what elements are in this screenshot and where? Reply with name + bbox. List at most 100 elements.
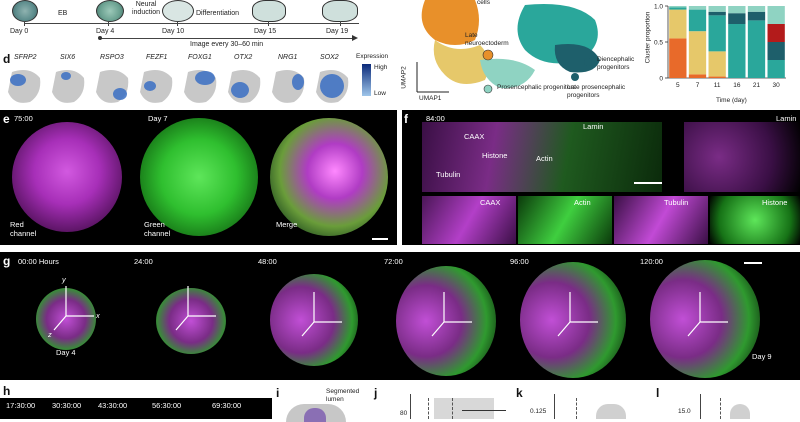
panel-j: 80 [388, 390, 508, 419]
organoid-icon-day0 [12, 0, 38, 22]
gene-label: FOXG1 [188, 54, 212, 61]
chart-bar-segment [708, 15, 726, 52]
gene-label: SOX2 [320, 54, 339, 61]
panel-i-label: i [276, 386, 280, 400]
panel-e: e 75:00 Day 7 Red channel Green channel … [0, 110, 397, 245]
time-label: 72:00 [384, 257, 403, 266]
panel-l-tick: 15.0 [678, 408, 691, 415]
umap-cluster-label: Diencephalic progenitors [597, 56, 635, 71]
timeline-tick [24, 21, 25, 26]
umap-ylabel: UMAP2 [400, 66, 408, 89]
umap-marker-prosencephalic [483, 84, 493, 94]
chart-bar-segment [767, 6, 785, 24]
chart-ylabel: Cluster proportion [644, 11, 652, 64]
step-label: Neural induction [131, 1, 161, 16]
gene-label: OTX2 [234, 54, 253, 61]
panel-f-main-image [422, 122, 662, 192]
panel-h-time: 69:30:00 [212, 401, 242, 410]
gene-label: NRG1 [278, 54, 298, 61]
day-start-label: Day 4 [56, 348, 76, 357]
caption-merge: Merge [276, 220, 298, 229]
panel-k-dashed-line [576, 398, 577, 419]
umap-cluster-orange [421, 0, 479, 45]
imaging-range-bar [100, 38, 356, 39]
panel-k-axis [554, 394, 555, 419]
axis-glyphs [53, 286, 728, 337]
stacked-bar-chart: 0 0.5 1.0 5 7 11 16 21 30 [654, 4, 786, 89]
mini-umap-sfrp2 [8, 70, 41, 103]
lamin-inset-label: Lamin [776, 114, 797, 123]
panel-g: g 00:00 Hours 24:00 48:00 72:00 96:00 12… [0, 252, 800, 380]
chart-x-tick-label: 11 [714, 82, 721, 89]
chart-x-tick-label: 21 [753, 82, 761, 89]
timeline-tick [108, 21, 109, 26]
chart-bar-segment [747, 11, 766, 21]
chart-xlabel: Time (day) [716, 97, 747, 104]
organoid-icon-day4 [96, 0, 124, 22]
umap-cluster-yellow [433, 40, 489, 84]
expression-colorbar [362, 64, 371, 96]
time-label: 24:00 [134, 257, 153, 266]
imaging-range-start-dot [98, 36, 102, 40]
gene-label: SFRP2 [14, 54, 37, 61]
chart-bar-segment [688, 6, 707, 10]
panel-l-band [730, 404, 750, 419]
inset-label-histone: Histone [762, 198, 788, 207]
organoid-t24 [156, 288, 226, 354]
umap-cluster-label: Late prosencephalic progenitors [567, 84, 626, 99]
panel-j-band [434, 398, 494, 419]
expression-legend-title: Expression [356, 53, 389, 60]
chart-bar-segment [708, 76, 726, 78]
chart-bar-segment [669, 38, 687, 78]
marker-label-histone: Histone [482, 151, 508, 160]
step-label: Differentiation [196, 10, 240, 17]
panel-h: 17:30:00 30:30:00 43:30:00 56:30:00 69:3… [0, 398, 272, 419]
panel-e-time: 75:00 [14, 114, 33, 123]
panel-f-scale-bar [634, 182, 662, 184]
inset-actin [518, 196, 612, 244]
panel-f-time: 84:00 [426, 114, 445, 123]
chart-y-tick-label: 0 [659, 76, 663, 83]
panel-l-dashed-line [720, 398, 721, 419]
timeline-axis [24, 23, 359, 24]
organoid-icon-day15 [252, 0, 286, 22]
timeline-tick [268, 21, 269, 26]
green-channel-organoid [140, 118, 258, 236]
organoid-icon-day10 [162, 0, 194, 22]
panel-k: 0.125 [526, 390, 646, 419]
mini-umap-six6 [52, 70, 85, 103]
caption-red-channel: Red channel [10, 220, 37, 238]
panel-f-lamin-image [684, 122, 800, 192]
umap-xlabel: UMAP1 [419, 95, 442, 102]
imaging-note: Image every 30–60 min [190, 41, 264, 48]
expression-legend-low: Low [374, 90, 386, 97]
panel-k-tick: 0.125 [530, 408, 547, 415]
red-channel-organoid [12, 122, 122, 232]
panel-j-axis [410, 394, 411, 419]
time-label: 120:00 [640, 257, 663, 266]
chart-bar-segment [688, 74, 707, 78]
panel-h-label: h [3, 384, 11, 398]
panel-j-label: j [374, 386, 378, 400]
panel-l-label: l [656, 386, 660, 400]
day-end-label: Day 9 [752, 352, 772, 361]
chart-bar-segment [767, 60, 785, 78]
panel-g-scale-bar [744, 262, 762, 264]
merge-organoid [270, 118, 388, 236]
caption-green-channel: Green channel [144, 220, 171, 238]
chart-y-tick-label: 1.0 [654, 4, 663, 11]
chart-bar-segment [767, 42, 785, 60]
inset-label-actin: Actin [574, 198, 591, 207]
panel-e-day: Day 7 [148, 114, 168, 123]
panel-g-label: g [3, 254, 11, 268]
umap-marker-diencephalic [584, 58, 592, 66]
scale-bar [372, 238, 388, 240]
organoid-icon-day19 [322, 0, 358, 22]
umap-cluster-mint [480, 58, 535, 89]
panel-k-band [596, 404, 626, 419]
umap-panel: cells Late neuroectoderm Prosencephalic … [401, 0, 635, 108]
umap-marker-late-prosencephalic [571, 73, 579, 81]
panel-j-dashed-line [428, 398, 429, 419]
time-label: 48:00 [258, 257, 277, 266]
panel-h-time: 56:30:00 [152, 401, 182, 410]
